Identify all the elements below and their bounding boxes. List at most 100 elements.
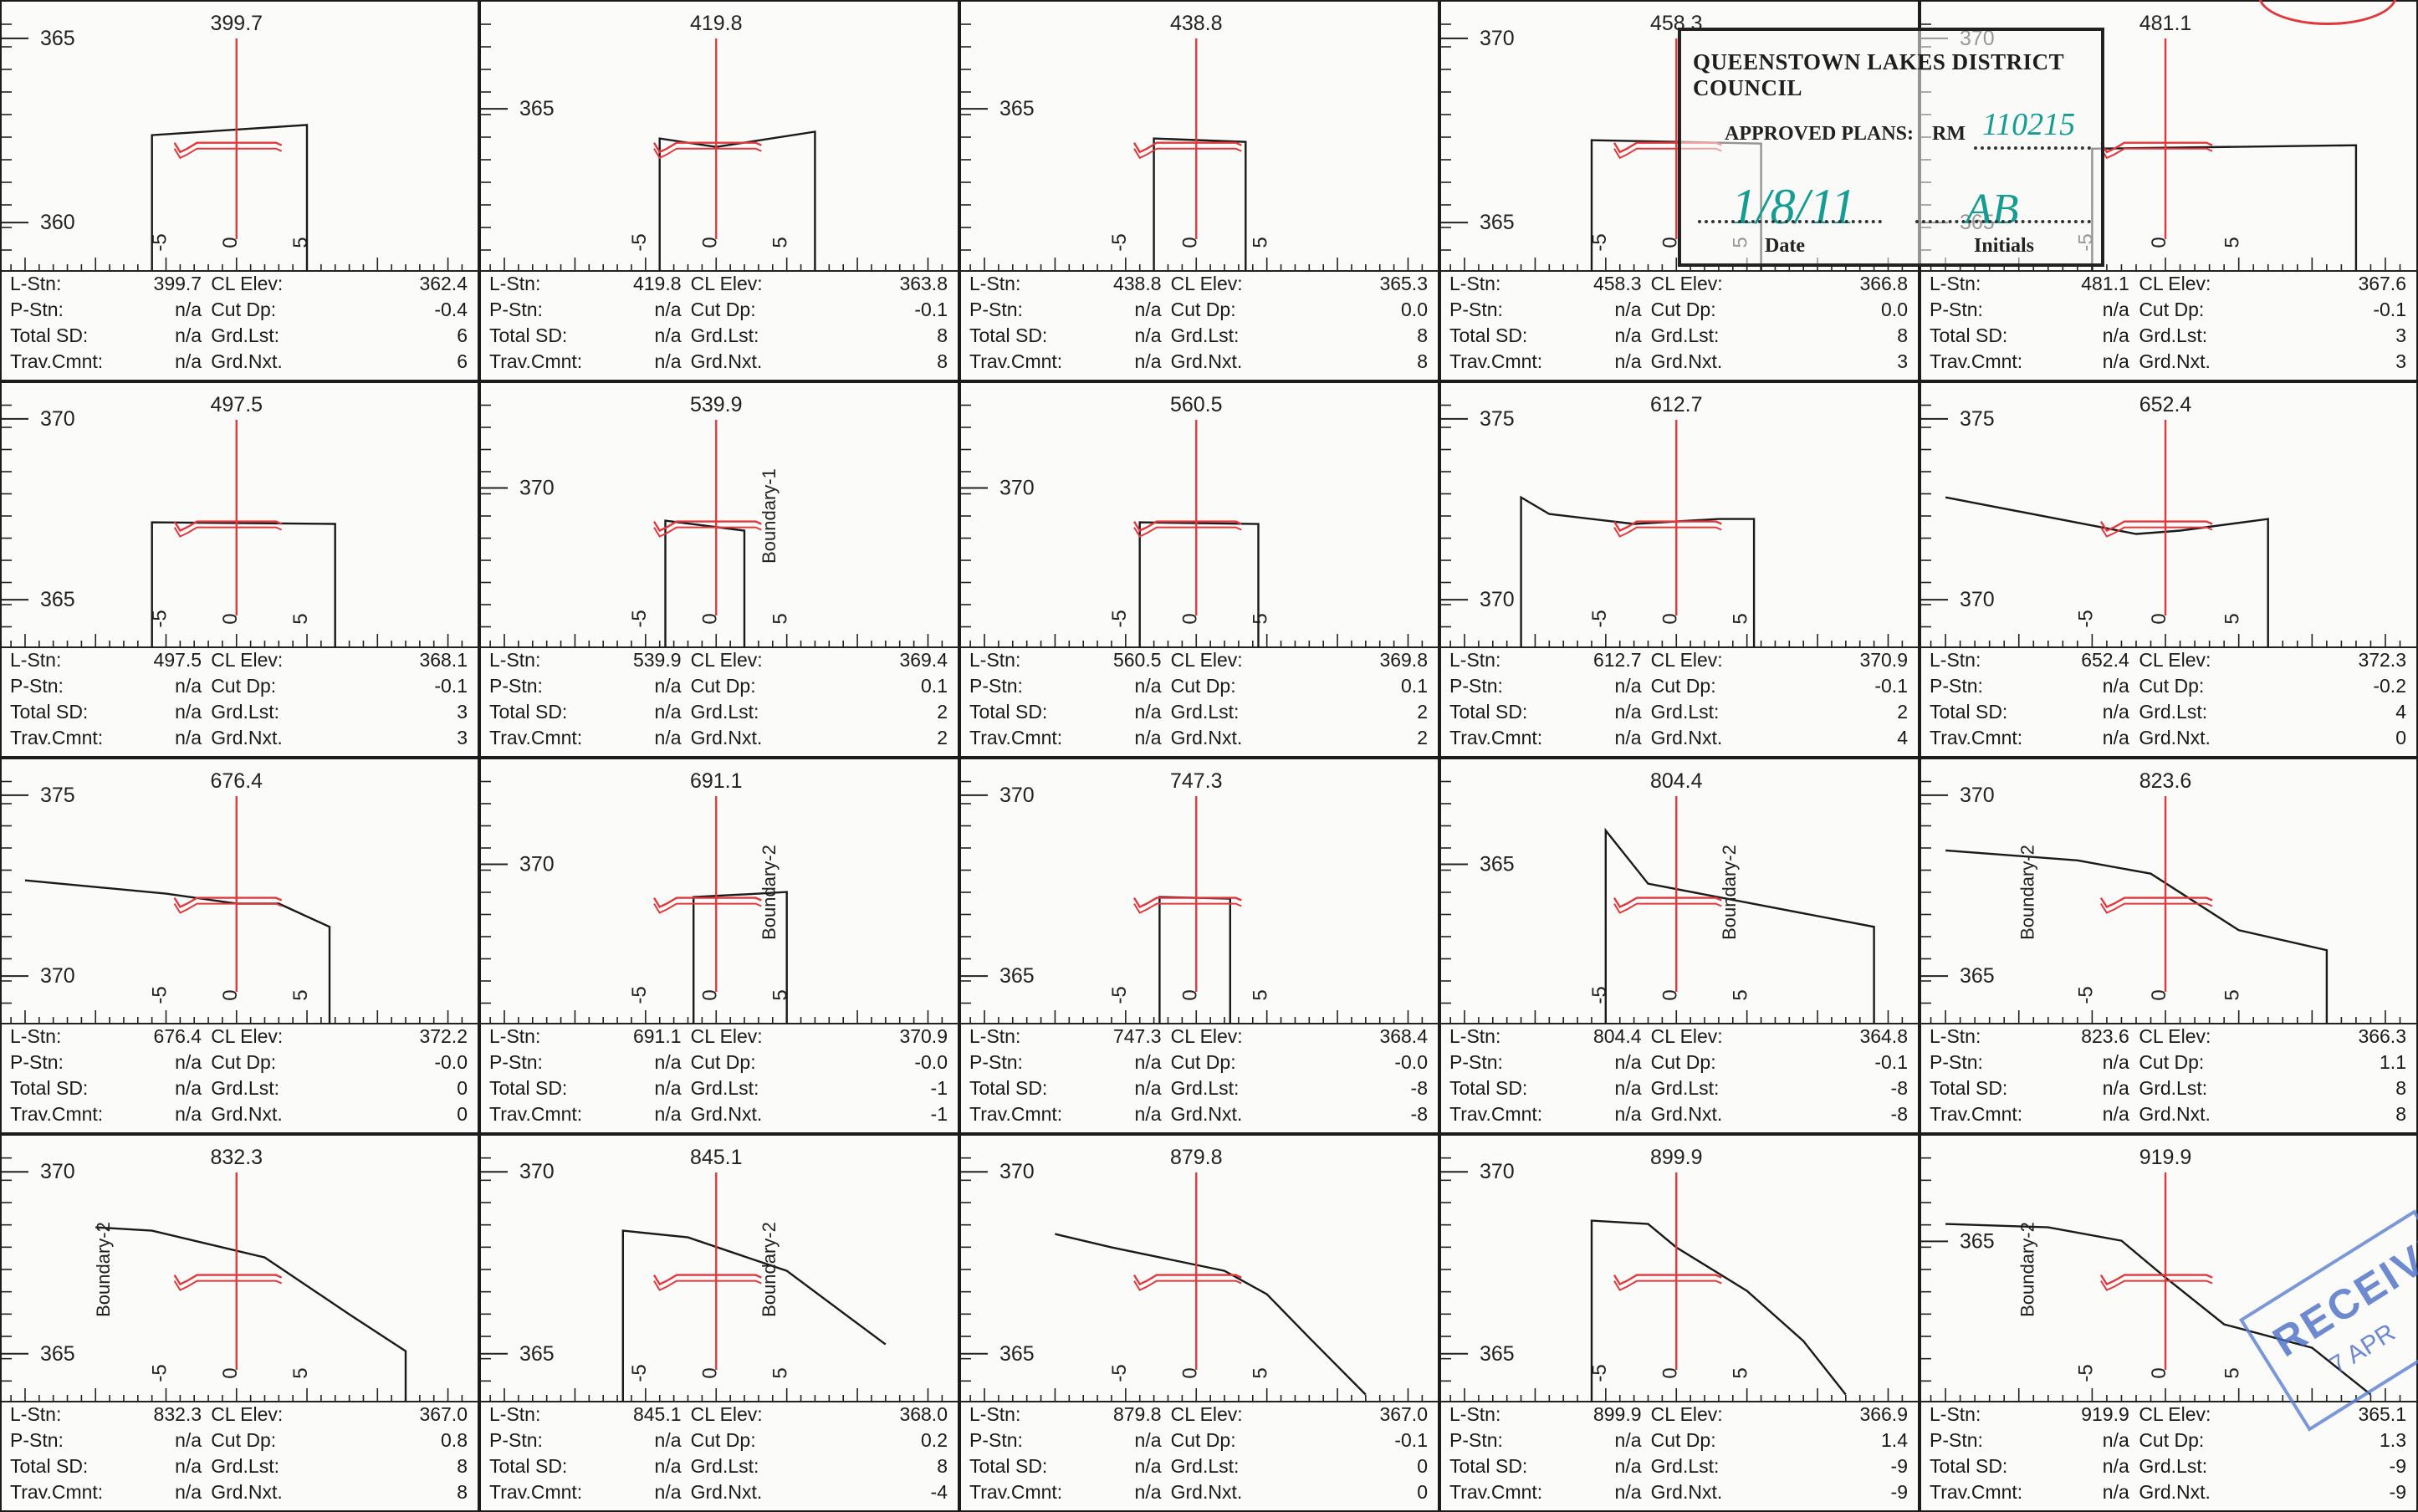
cl-elev-label: CL Elev: (1650, 273, 1723, 294)
l-stn-label: L-Stn: (969, 1403, 1021, 1425)
table-row: Trav.Cmnt: n/a Grd.Nxt. 3 (1446, 350, 1911, 376)
table-row: L-Stn: 676.4 CL Elev: 372.2 (7, 1025, 471, 1051)
offset-tick-label: -5 (149, 610, 171, 627)
p-stn-value: n/a (175, 299, 202, 320)
total-sd-label: Total SD: (969, 324, 1048, 346)
total-sd-label: Total SD: (489, 324, 568, 346)
total-sd-value: n/a (175, 1455, 202, 1477)
section-panel: -5 0 5 370 539.9 Boundary-1 L-Stn: 539.9 CL Elev… (479, 381, 961, 758)
section-panel: -5 0 5 365 919.9 Boundary-2 L-Stn: 919.9 CL Elev… (1920, 1134, 2418, 1512)
trav-cmnt-value: n/a (175, 727, 202, 748)
table-row: Trav.Cmnt: n/a Grd.Nxt. 8 (7, 1481, 471, 1507)
l-stn-value: 845.1 (632, 1403, 682, 1425)
offset-tick-label: -5 (149, 986, 171, 1004)
offset-tick-label: 5 (1250, 1367, 1272, 1378)
elevation-label: 370 (1960, 784, 1995, 807)
trav-cmnt-label: Trav.Cmnt: (10, 1481, 104, 1503)
table-row: Trav.Cmnt: n/a Grd.Nxt. 8 (1926, 1103, 2410, 1129)
p-stn-value: n/a (1134, 1051, 1162, 1073)
table-row: Total SD: n/a Grd.Lst: 3 (7, 701, 471, 727)
table-row: P-Stn: n/a Cut Dp: -0.0 (966, 1051, 1431, 1077)
grd-lst-label: Grd.Lst: (690, 324, 759, 346)
offset-tick-label: -5 (149, 1364, 171, 1382)
grd-lst-value: 8 (1897, 324, 1908, 346)
p-stn-label: P-Stn: (1449, 1051, 1503, 1073)
grd-nxt-value: 8 (457, 1481, 468, 1503)
table-row: Total SD: n/a Grd.Lst: 8 (966, 324, 1431, 350)
grd-lst-label: Grd.Lst: (211, 324, 279, 346)
l-stn-label: L-Stn: (489, 649, 541, 671)
p-stn-value: n/a (654, 299, 682, 320)
grd-lst-label: Grd.Lst: (1170, 1077, 1240, 1099)
offset-tick-label: 5 (1730, 1367, 1752, 1378)
grd-lst-value: 2 (1897, 701, 1908, 723)
design-template-line (2099, 896, 2213, 909)
station-label: 481.1 (2139, 12, 2192, 35)
l-stn-label: L-Stn: (489, 1403, 541, 1425)
station-label: 438.8 (1170, 12, 1223, 35)
cl-elev-value: 362.4 (419, 273, 468, 294)
total-sd-value: n/a (1134, 701, 1162, 723)
boundary-label: Boundary-2 (759, 1222, 780, 1317)
total-sd-value: n/a (2102, 1455, 2129, 1477)
offset-tick-label: 0 (698, 613, 721, 624)
elevation-label: 365 (40, 1342, 75, 1366)
cut-dp-label: Cut Dp: (2139, 299, 2205, 320)
cut-dp-value: -0.1 (1394, 1429, 1428, 1451)
total-sd-label: Total SD: (1930, 701, 2008, 723)
l-stn-label: L-Stn: (1449, 273, 1501, 294)
cross-section-plot: -5 0 5 370 365 832.3 Boundary-2 (2, 1146, 481, 1402)
cl-elev-label: CL Elev: (1170, 649, 1243, 671)
section-data-table: L-Stn: 691.1 CL Elev: 370.9 P-Stn: n/a Cut Dp:… (486, 1025, 951, 1131)
cut-dp-value: 0.1 (1401, 675, 1428, 697)
grd-lst-value: 2 (1417, 701, 1428, 723)
cut-dp-value: 0.2 (921, 1429, 948, 1451)
table-row: L-Stn: 612.7 CL Elev: 370.9 (1446, 649, 1911, 675)
cl-elev-label: CL Elev: (211, 1403, 284, 1425)
offset-tick-label: 0 (1178, 613, 1201, 624)
elevation-label: 365 (1480, 1342, 1515, 1366)
cross-section-plot: -5 0 5 370 365 899.9 (1441, 1146, 1921, 1402)
p-stn-label: P-Stn: (489, 1429, 543, 1451)
grd-nxt-value: 0 (1417, 1481, 1428, 1503)
table-row: Total SD: n/a Grd.Lst: 2 (1446, 701, 1911, 727)
cl-elev-label: CL Elev: (1170, 1403, 1243, 1425)
cross-section-plot: -5 0 5 370 560.5 (961, 393, 1441, 648)
p-stn-label: P-Stn: (10, 1051, 64, 1073)
cut-dp-label: Cut Dp: (211, 675, 277, 697)
grd-nxt-value: 8 (937, 350, 948, 372)
grd-lst-label: Grd.Lst: (2139, 324, 2208, 346)
p-stn-label: P-Stn: (10, 299, 64, 320)
l-stn-label: L-Stn: (1930, 649, 1981, 671)
design-template-line (1613, 1280, 1722, 1291)
table-row: L-Stn: 497.5 CL Elev: 368.1 (7, 649, 471, 675)
table-row: Trav.Cmnt: n/a Grd.Nxt. 0 (1926, 727, 2410, 753)
table-row: Total SD: n/a Grd.Lst: 8 (1926, 1077, 2410, 1103)
section-data-table: L-Stn: 419.8 CL Elev: 363.8 P-Stn: n/a Cut Dp:… (486, 273, 951, 378)
p-stn-label: P-Stn: (10, 675, 64, 697)
table-row: P-Stn: n/a Cut Dp: 0.1 (966, 675, 1431, 701)
elevation-label: 370 (999, 784, 1035, 807)
l-stn-value: 612.7 (1592, 649, 1642, 671)
grd-nxt-label: Grd.Nxt. (1650, 1103, 1723, 1125)
l-stn-value: 691.1 (632, 1025, 682, 1047)
cut-dp-value: 0.0 (1881, 299, 1908, 320)
trav-cmnt-label: Trav.Cmnt: (10, 727, 104, 748)
l-stn-value: 747.3 (1112, 1025, 1162, 1047)
trav-cmnt-value: n/a (1614, 1481, 1642, 1503)
ground-profile-line (1945, 849, 2329, 1024)
p-stn-label: P-Stn: (10, 1429, 64, 1451)
offset-tick-label: -5 (1588, 986, 1611, 1004)
table-row: Trav.Cmnt: n/a Grd.Nxt. 4 (1446, 727, 1911, 753)
trav-cmnt-value: n/a (1134, 1103, 1162, 1125)
cl-elev-label: CL Elev: (2139, 1403, 2211, 1425)
cl-elev-label: CL Elev: (690, 1403, 763, 1425)
cl-elev-value: 372.3 (2358, 649, 2406, 671)
table-row: Total SD: n/a Grd.Lst: 0 (7, 1077, 471, 1103)
table-row: L-Stn: 845.1 CL Elev: 368.0 (486, 1403, 951, 1429)
design-template-line (2100, 1280, 2213, 1291)
table-row: L-Stn: 747.3 CL Elev: 368.4 (966, 1025, 1431, 1051)
offset-tick-label: -5 (1588, 610, 1611, 627)
total-sd-value: n/a (1614, 1077, 1642, 1099)
grd-lst-value: 6 (457, 324, 468, 346)
